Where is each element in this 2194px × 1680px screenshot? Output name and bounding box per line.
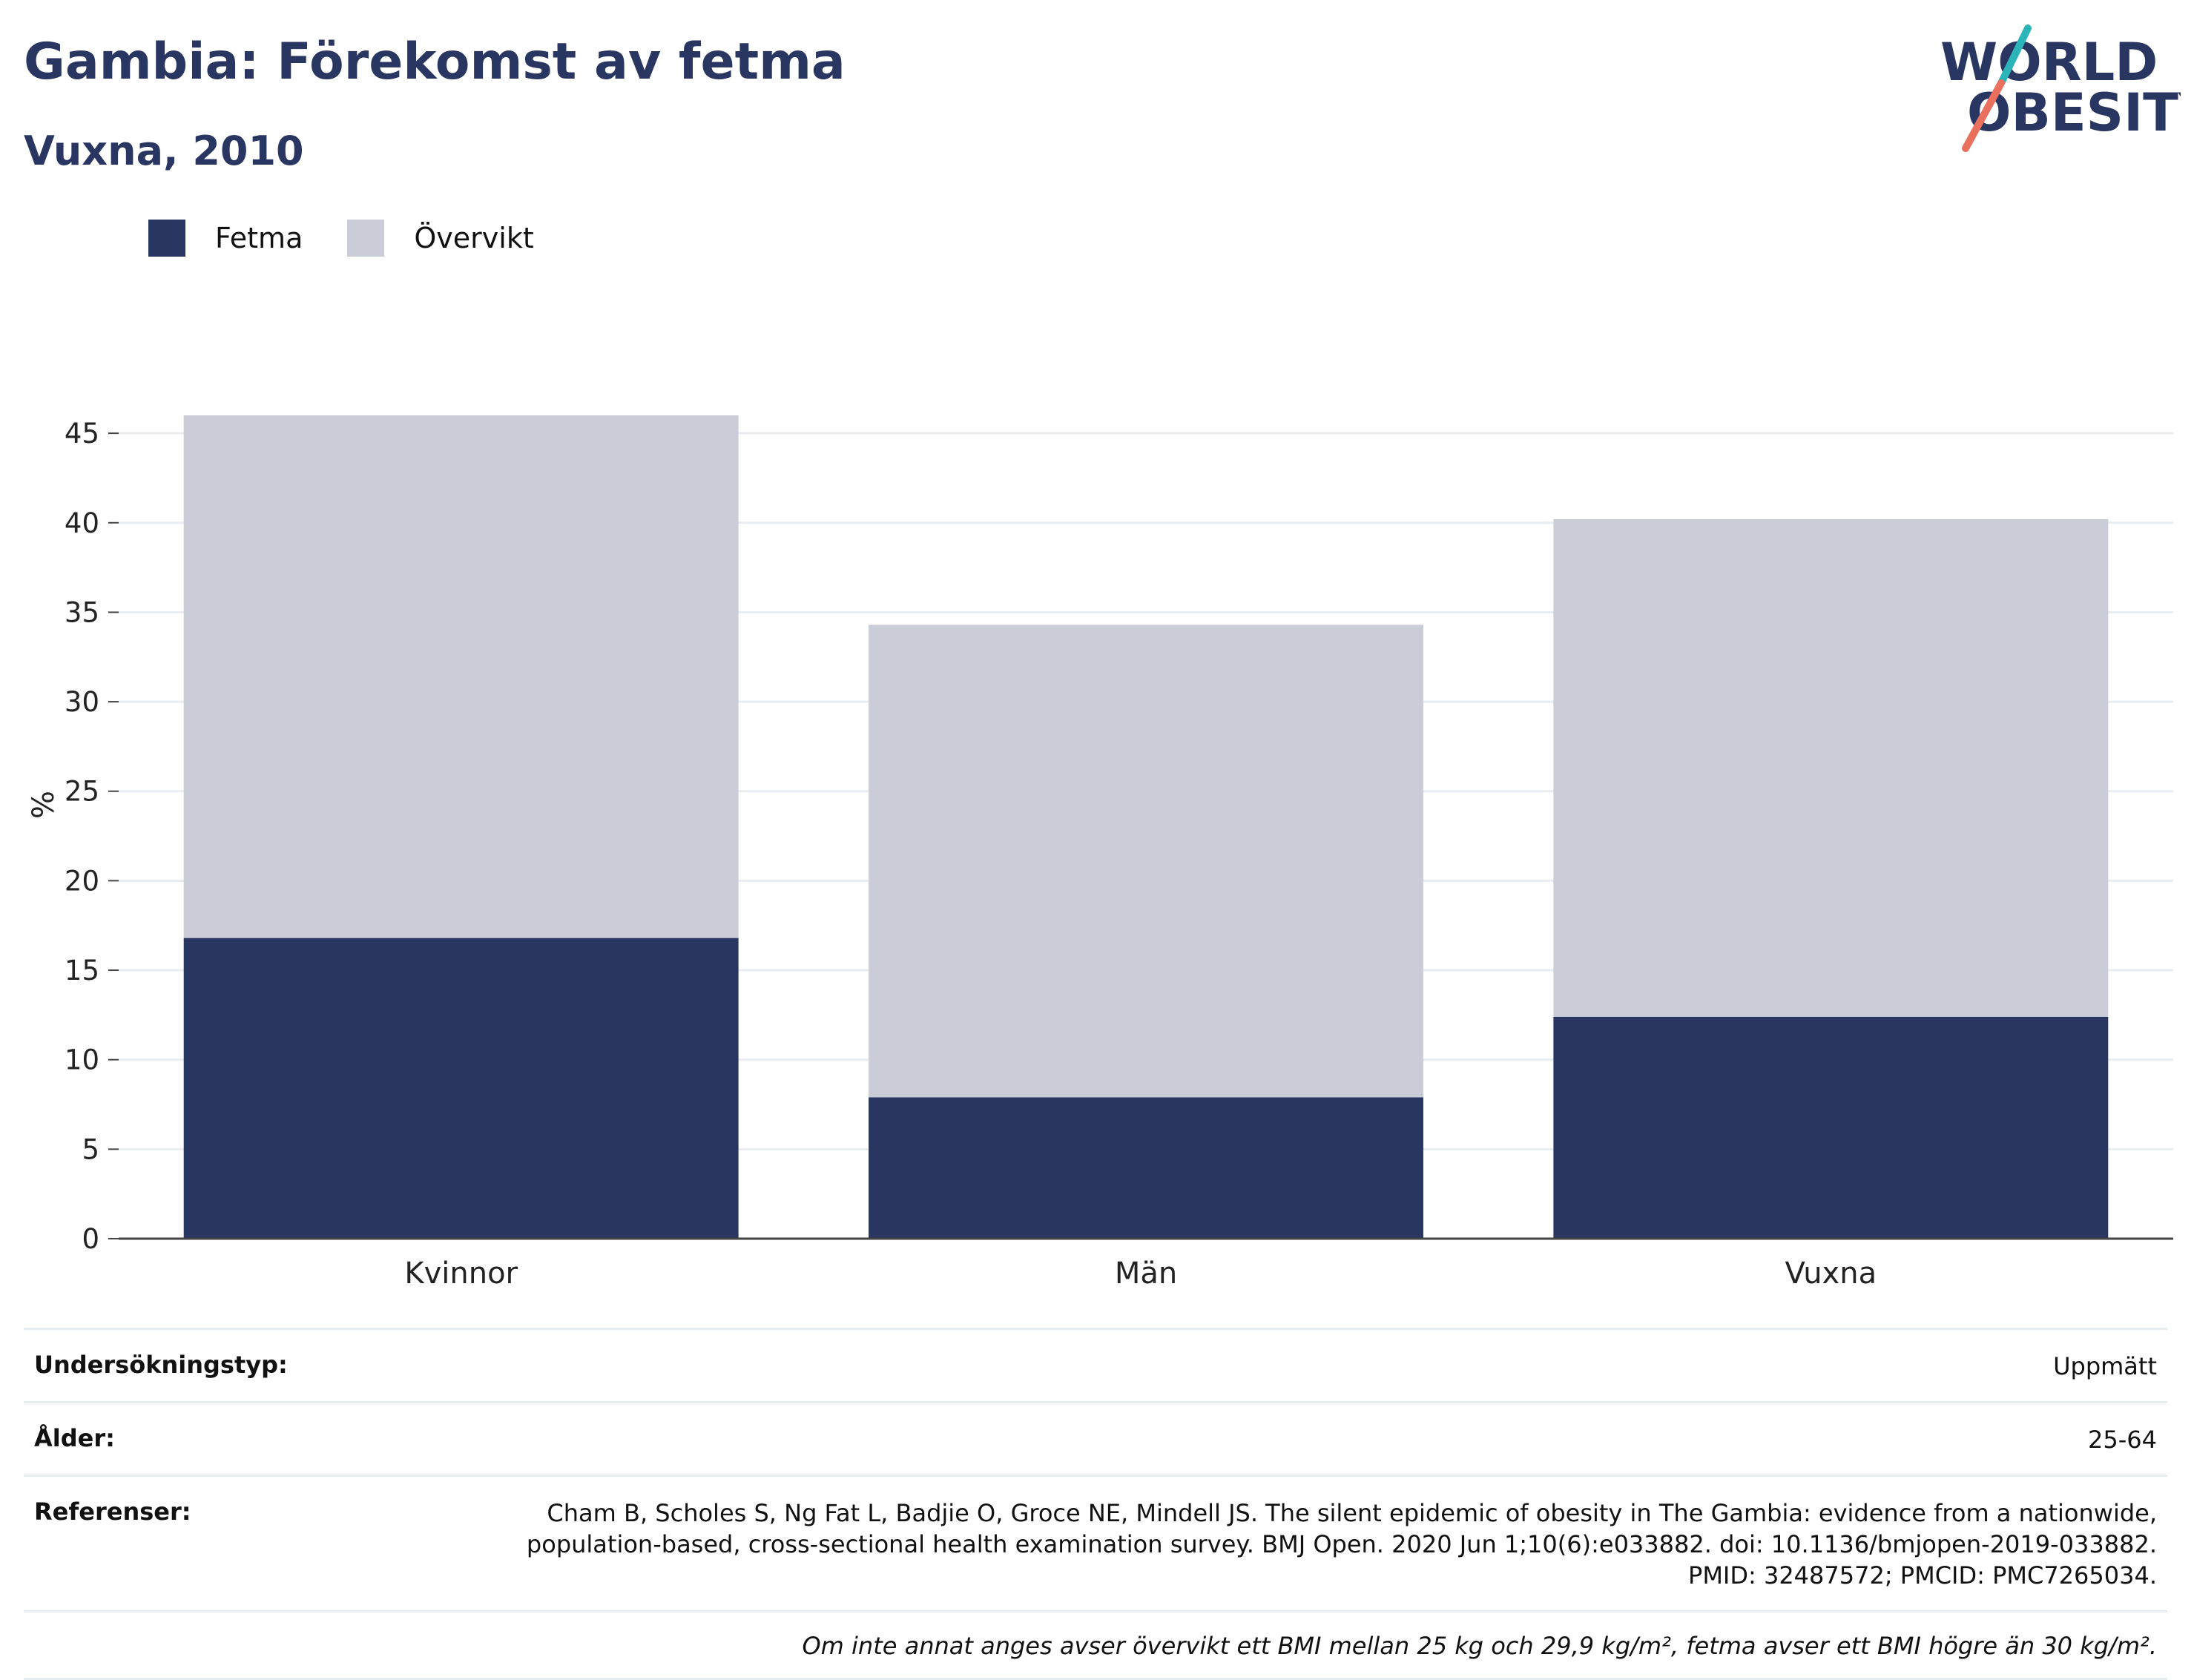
references-value: Cham B, Scholes S, Ng Fat L, Badjie O, G…	[526, 1499, 2157, 1590]
chart-legend: Fetma Övervikt	[148, 220, 579, 257]
logo-slash-bottom	[1962, 79, 2005, 152]
bar-kvinnor-overvikt	[183, 415, 739, 938]
definition-note: Om inte annat anges avser övervikt ett B…	[24, 1610, 2167, 1680]
x-tick-label-vuxna: Vuxna	[1785, 1256, 1877, 1291]
chart-title: Gambia: Förekomst av fetma	[24, 33, 846, 91]
bar-vuxna-fetma	[1553, 1016, 2109, 1239]
x-tick-label-kvinnor: Kvinnor	[404, 1256, 518, 1291]
age-label: Ålder:	[34, 1424, 115, 1452]
survey-type-value: Uppmätt	[2053, 1352, 2157, 1380]
logo-slash-top	[1997, 24, 2032, 87]
x-tick-label-män: Män	[1115, 1256, 1177, 1291]
world-obesity-logo: WORLD OBESITY	[1940, 24, 2181, 152]
bar-kvinnor-fetma	[183, 938, 739, 1239]
y-tick-label-5: 5	[82, 1133, 99, 1165]
info-row-references: Referenser: Cham B, Scholes S, Ng Fat L,…	[24, 1475, 2167, 1610]
y-tick-label-20: 20	[65, 865, 99, 897]
y-tick-label-45: 45	[65, 418, 99, 449]
y-tick-label-30: 30	[65, 686, 99, 718]
info-row-age: Ålder: 25-64	[24, 1401, 2167, 1475]
legend-item-overvikt[interactable]: Övervikt	[347, 220, 534, 257]
stacked-bar-chart: 0 5 10 15 20 25 30 35 40 45% Kvinnor Män Vuxna	[27, 415, 2173, 1291]
logo-text-obesity: OBESITY	[1967, 82, 2181, 143]
info-table: Undersökningstyp: Uppmätt Ålder: 25-64 R…	[24, 1328, 2167, 1680]
legend-swatch-fetma	[148, 220, 185, 257]
legend-label-fetma: Fetma	[215, 222, 303, 254]
y-tick-label-10: 10	[65, 1044, 99, 1076]
references-label: Referenser:	[34, 1498, 191, 1526]
y-tick-label-15: 15	[65, 955, 99, 986]
y-tick-label-25: 25	[65, 776, 99, 808]
bar-män-overvikt	[869, 625, 1423, 1098]
chart-subtitle: Vuxna, 2010	[24, 128, 304, 174]
y-tick-label-35: 35	[65, 596, 99, 628]
info-row-survey-type: Undersökningstyp: Uppmätt	[24, 1328, 2167, 1401]
y-axis-label: %	[27, 791, 61, 819]
legend-swatch-overvikt	[347, 220, 385, 257]
legend-label-overvikt: Övervikt	[414, 222, 534, 254]
logo-text-world: WORLD	[1940, 32, 2158, 93]
bar-vuxna-overvikt	[1553, 518, 2109, 1017]
bar-män-fetma	[869, 1097, 1423, 1239]
survey-type-label: Undersökningstyp:	[34, 1351, 288, 1379]
y-tick-label-0: 0	[82, 1223, 99, 1255]
age-value: 25-64	[2088, 1426, 2157, 1454]
y-tick-label-40: 40	[65, 507, 99, 539]
legend-item-fetma[interactable]: Fetma	[148, 220, 303, 257]
